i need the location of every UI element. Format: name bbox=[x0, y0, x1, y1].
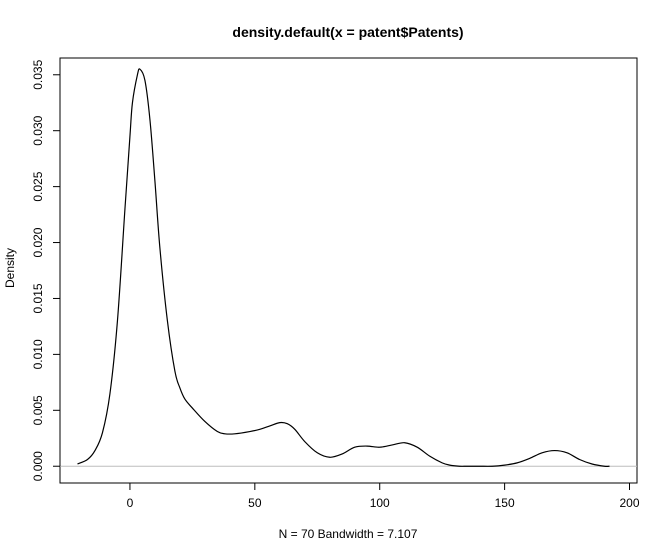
x-axis-label: N = 70 Bandwidth = 7.107 bbox=[279, 527, 418, 541]
plot-frame bbox=[59, 57, 638, 484]
y-tick-label: 0.015 bbox=[31, 283, 45, 313]
chart-title: density.default(x = patent$Patents) bbox=[232, 24, 463, 40]
y-tick-label: 0.010 bbox=[31, 339, 45, 369]
y-tick-label: 0.030 bbox=[31, 115, 45, 145]
y-axis-label: Density bbox=[3, 248, 17, 288]
y-tick-label: 0.025 bbox=[31, 171, 45, 201]
x-tick-label: 200 bbox=[619, 496, 639, 510]
y-tick-label: 0.020 bbox=[31, 227, 45, 257]
y-tick-label: 0.005 bbox=[31, 395, 45, 425]
y-tick-label: 0.000 bbox=[31, 451, 45, 481]
x-axis: 0 50 100 150 200 bbox=[127, 482, 640, 510]
y-axis: 0.000 0.005 0.010 0.015 0.020 0.025 0.030 0.035 bbox=[31, 59, 61, 481]
x-tick-label: 0 bbox=[127, 496, 134, 510]
x-tick-label: 150 bbox=[495, 496, 515, 510]
y-tick-label: 0.035 bbox=[31, 59, 45, 89]
density-curve bbox=[77, 68, 610, 467]
x-tick-label: 100 bbox=[370, 496, 390, 510]
x-tick-label: 50 bbox=[248, 496, 262, 510]
